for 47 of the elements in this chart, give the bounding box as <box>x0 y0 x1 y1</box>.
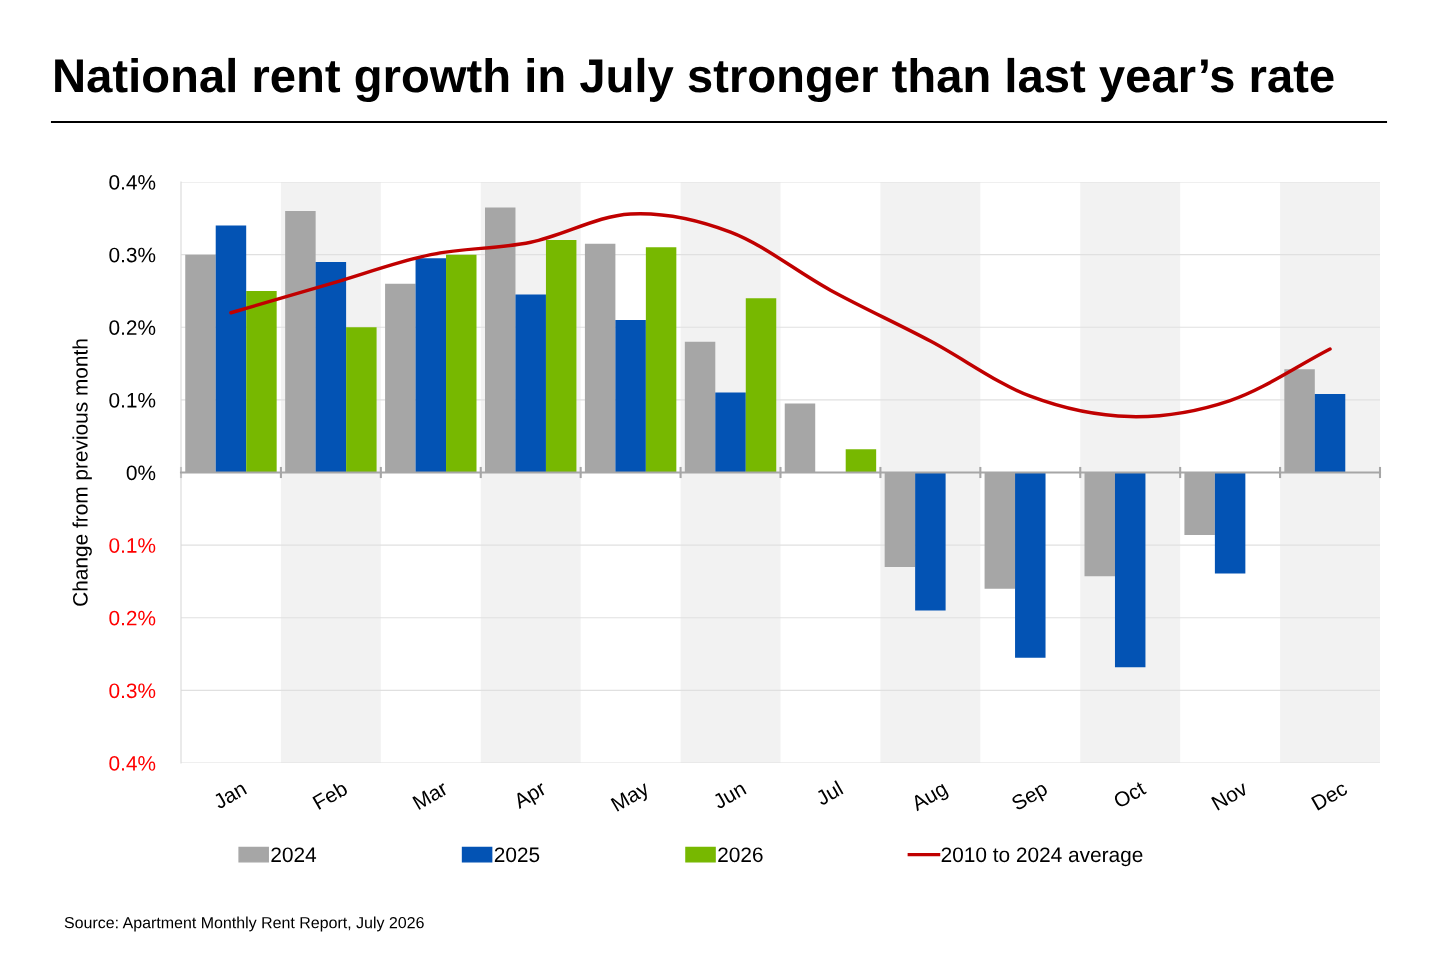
line-series <box>229 212 1332 419</box>
bar <box>745 298 777 473</box>
y-tick-label: 0.3% <box>109 683 156 699</box>
y-tick-label: 0.2% <box>109 320 156 335</box>
bar <box>615 319 646 473</box>
legend-label: 2026 <box>718 847 763 863</box>
bar <box>446 254 477 473</box>
y-tick-label: 0.4% <box>109 756 156 771</box>
bar <box>215 225 247 473</box>
x-tick-label: Jan <box>212 781 248 810</box>
x-tick-label: Mar <box>412 780 449 810</box>
bar <box>915 472 946 611</box>
x-tick-label: Jun <box>711 781 747 810</box>
x-tick-label: Dec <box>1311 780 1349 811</box>
y-axis-title: Change from previous month <box>72 339 92 606</box>
x-tick-label: Nov <box>1211 780 1249 811</box>
bar <box>315 261 347 473</box>
bar <box>1314 394 1346 473</box>
y-tick-label: 0.2% <box>109 610 156 626</box>
bar <box>346 327 377 473</box>
bar <box>645 247 677 473</box>
bar <box>1015 472 1046 658</box>
x-tick-label: May <box>610 780 653 816</box>
bar <box>1214 472 1246 574</box>
y-tick-label: 0% <box>126 465 156 481</box>
x-tick-label: Apr <box>512 780 550 813</box>
legend-label: 2010 to 2024 average <box>941 847 1143 867</box>
legend-label: 2025 <box>494 847 540 863</box>
y-tick-label: 0.1% <box>109 538 156 553</box>
x-tick-label: Feb <box>311 780 349 811</box>
bar <box>1114 472 1146 668</box>
source-note: Source: Apartment Monthly Rent Report, July 2026 <box>64 916 424 932</box>
bar <box>845 449 877 473</box>
x-tick-label: Oct <box>1112 780 1147 809</box>
y-tick-label: 0.1% <box>109 392 156 408</box>
bar <box>246 290 277 473</box>
bar <box>545 240 577 473</box>
y-tick-label: 0.4% <box>109 175 156 190</box>
bar <box>415 258 447 473</box>
x-tick-label: Sep <box>1010 780 1051 815</box>
chart-title: National rent growth in July stronger than last year’s rate <box>55 57 1334 103</box>
y-tick-label: 0.3% <box>109 247 156 263</box>
legend-label: 2024 <box>271 847 317 863</box>
x-tick-label: Aug <box>909 781 951 815</box>
bar <box>715 392 746 473</box>
bar <box>515 294 546 473</box>
x-tick-label: Jul <box>814 780 844 807</box>
